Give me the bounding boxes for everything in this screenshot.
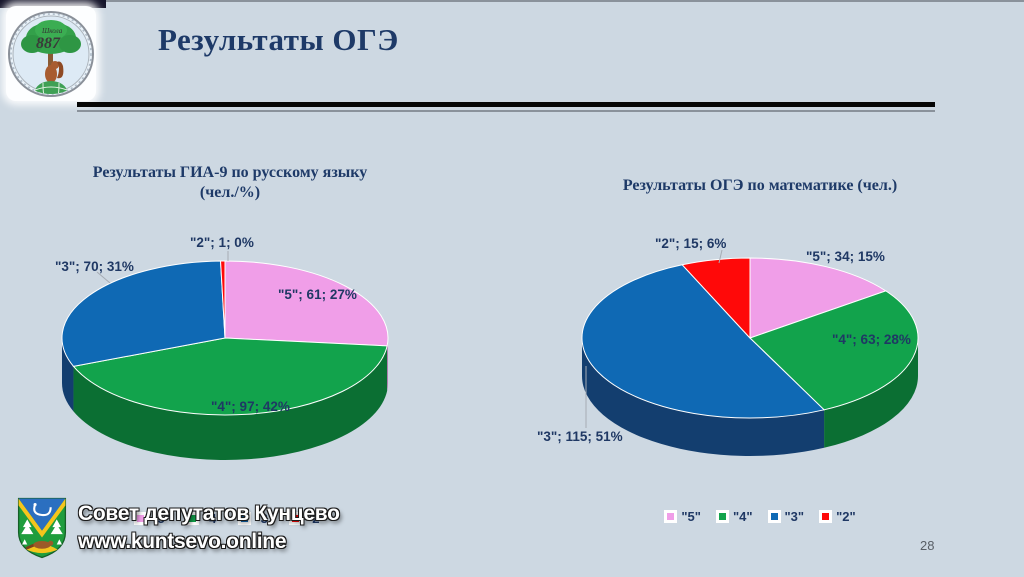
chart-legend-russian: "5" "4" "3" "2" [60, 511, 400, 526]
legend-marker-icon [767, 510, 781, 523]
watermark-site-text: www.kuntsevo.online [78, 530, 287, 553]
svg-text:887: 887 [36, 35, 61, 52]
pie1-label-grade5: "5"; 61; 27% [278, 287, 357, 302]
pie2-slice-2 [681, 257, 751, 340]
pie1-wall-3 [62, 338, 74, 412]
pie1-wall-4 [73, 345, 388, 460]
beaver-icon [25, 540, 54, 550]
chart-title-math: Результаты ОГЭ по математике (чел.) [622, 177, 898, 194]
chart-legend-math: "5" "4" "3" "2" [570, 509, 950, 524]
pie1-slice-5 [224, 260, 389, 347]
page-title: Результаты ОГЭ [158, 22, 399, 57]
slide-page-number: 28 [920, 538, 935, 553]
post-horn-icon [33, 503, 52, 517]
legend-marker-icon [715, 510, 729, 523]
legend-marker-icon [134, 512, 148, 525]
fir-tree-icon [21, 519, 34, 535]
legend-label: "4" [732, 509, 753, 524]
pie1-slice-3 [61, 260, 226, 367]
title-divider-shadow [77, 110, 935, 112]
legend-label: "3" [784, 509, 805, 524]
legend-label: "5" [151, 511, 171, 526]
legend-item: "2" [819, 509, 856, 524]
pie2-wall-4 [824, 338, 918, 448]
fir-tree-icon [22, 539, 28, 545]
pie1-label-grade4: "4"; 97; 42% [211, 399, 290, 414]
legend-label: "5" [681, 509, 701, 524]
pie2-slice-5 [749, 257, 887, 339]
legend-item: "3" [767, 509, 805, 524]
globe-icon [34, 81, 68, 94]
kuntsevo-coat-of-arms-icon [17, 497, 67, 559]
pie1-slice-4 [72, 337, 388, 416]
chart-title-russian: Результаты ГИА-9 по русскому языку (чел.… [92, 164, 368, 201]
top-border-line [0, 0, 1024, 2]
pie2-wall-3 [582, 338, 825, 456]
title-divider [77, 102, 935, 107]
legend-item: "4" [715, 509, 753, 524]
legend-label: "4" [202, 511, 223, 526]
svg-text:Школа: Школа [41, 27, 63, 35]
legend-label: "3" [254, 511, 275, 526]
pie1-wall-5 [387, 338, 389, 391]
pie2-slice-3 [581, 264, 826, 419]
pie1-label-grade3: "3"; 70; 31% [55, 259, 134, 274]
legend-marker-icon [185, 512, 199, 525]
pie1-slice-2 [219, 260, 226, 339]
legend-marker-icon [289, 512, 303, 525]
squirrel-icon [45, 61, 64, 83]
legend-label: "2" [306, 511, 326, 526]
tree-icon [21, 20, 81, 74]
pie1-label-grade2: "2"; 1; 0% [190, 235, 254, 250]
label-leader-lines [96, 249, 723, 428]
pie2-label-grade3: "3"; 115; 51% [537, 429, 623, 444]
watermark: Совет депутатов Кунцево www.kuntsevo.onl… [0, 488, 420, 572]
pie2-label-grade2: "2"; 15; 6% [655, 236, 727, 251]
fir-tree-icon [50, 519, 63, 535]
pie2-slice-4 [749, 290, 919, 411]
legend-item: "5" [664, 509, 701, 524]
legend-marker-icon [664, 510, 678, 523]
legend-item: "5" [134, 511, 171, 526]
legend-item: "4" [185, 511, 223, 526]
top-left-bar [0, 0, 106, 8]
legend-item: "3" [237, 511, 275, 526]
legend-label: "2" [836, 509, 856, 524]
legend-item: "2" [289, 511, 326, 526]
watermark-council-text: Совет депутатов Кунцево [78, 502, 340, 525]
pie2-label-grade5: "5"; 34; 15% [806, 249, 885, 264]
legend-marker-icon [237, 512, 251, 525]
legend-marker-icon [819, 510, 833, 523]
school-887-emblem-icon: Школа 887 [8, 11, 94, 97]
pie2-label-grade4: "4"; 63; 28% [832, 332, 911, 347]
school-logo: Школа 887 [6, 6, 96, 101]
fir-tree-icon [56, 539, 62, 545]
